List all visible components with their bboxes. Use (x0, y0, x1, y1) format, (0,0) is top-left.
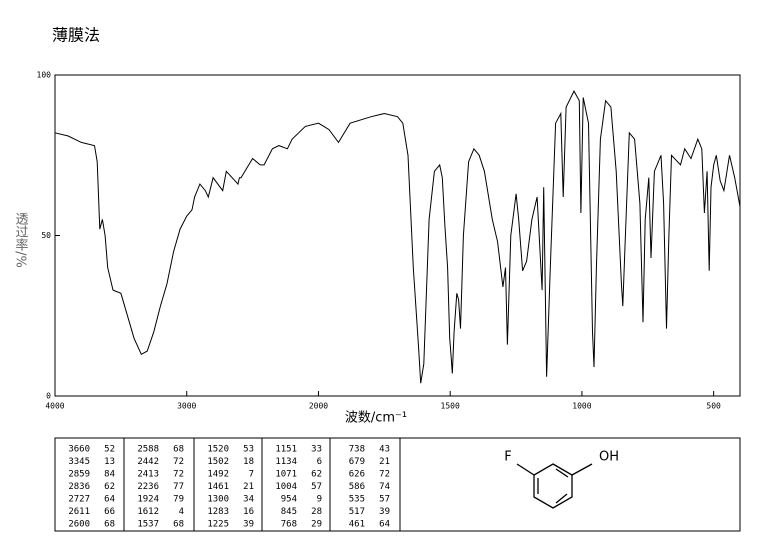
peak-transmittance: 39 (243, 520, 254, 530)
peak-wavenumber: 2727 (68, 495, 90, 505)
peak-wavenumber: 1134 (275, 457, 297, 467)
peak-transmittance: 16 (243, 507, 254, 517)
peak-transmittance: 66 (104, 507, 115, 517)
peak-transmittance: 64 (104, 495, 115, 505)
peak-wavenumber: 2836 (68, 482, 90, 492)
peak-wavenumber: 2413 (137, 470, 159, 480)
spectrum-line (54, 90, 741, 384)
peak-transmittance: 62 (311, 470, 322, 480)
peak-wavenumber: 2859 (68, 470, 90, 480)
peak-wavenumber: 1283 (207, 507, 229, 517)
peak-wavenumber: 517 (349, 507, 365, 517)
peak-wavenumber: 1612 (137, 507, 159, 517)
peak-transmittance: 6 (317, 457, 322, 467)
peak-wavenumber: 461 (349, 520, 365, 530)
peak-wavenumber: 1300 (207, 495, 229, 505)
peak-transmittance: 28 (311, 507, 322, 517)
peak-transmittance: 84 (104, 470, 115, 480)
peak-transmittance: 57 (379, 495, 390, 505)
peak-wavenumber: 1004 (275, 482, 297, 492)
peak-transmittance: 57 (311, 482, 322, 492)
benzene-ring (533, 463, 573, 509)
x-tick-label: 4000 (45, 402, 64, 411)
peak-wavenumber: 3660 (68, 445, 90, 455)
peak-transmittance: 64 (379, 520, 390, 530)
peak-transmittance: 72 (379, 470, 390, 480)
peak-wavenumber: 845 (281, 507, 297, 517)
x-axis-label: 波数/cm⁻¹ (345, 411, 407, 426)
peak-transmittance: 34 (243, 495, 254, 505)
bond (516, 463, 535, 476)
peak-wavenumber: 1071 (275, 470, 297, 480)
y-tick-label: 100 (37, 71, 52, 80)
chart-title: 薄膜法 (52, 26, 100, 45)
peak-wavenumber: 2588 (137, 445, 159, 455)
peak-wavenumber: 2611 (68, 507, 90, 517)
peak-transmittance: 9 (317, 495, 322, 505)
peak-transmittance: 18 (243, 457, 254, 467)
peak-wavenumber: 586 (349, 482, 365, 492)
peak-wavenumber: 738 (349, 445, 365, 455)
peak-transmittance: 62 (104, 482, 115, 492)
x-tick-label: 1500 (441, 402, 460, 411)
peak-transmittance: 39 (379, 507, 390, 517)
peak-transmittance: 68 (104, 520, 115, 530)
y-tick-label: 0 (46, 392, 51, 401)
peak-transmittance: 21 (243, 482, 254, 492)
peak-transmittance: 43 (379, 445, 390, 455)
peak-wavenumber: 1924 (137, 495, 159, 505)
peak-transmittance: 29 (311, 520, 322, 530)
peak-wavenumber: 1502 (207, 457, 229, 467)
peak-wavenumber: 2442 (137, 457, 159, 467)
peak-transmittance: 72 (173, 470, 184, 480)
peak-transmittance: 68 (173, 445, 184, 455)
x-tick-label: 3000 (177, 402, 196, 411)
x-tick-label: 500 (706, 402, 721, 411)
peak-transmittance: 33 (311, 445, 322, 455)
peak-transmittance: 13 (104, 457, 115, 467)
peak-transmittance: 21 (379, 457, 390, 467)
x-tick-label: 2000 (309, 402, 328, 411)
peak-wavenumber: 535 (349, 495, 365, 505)
peak-wavenumber: 1520 (207, 445, 229, 455)
peak-transmittance: 4 (179, 507, 184, 517)
peak-transmittance: 77 (173, 482, 184, 492)
peak-wavenumber: 768 (281, 520, 297, 530)
molecule (516, 463, 593, 509)
peak-wavenumber: 1537 (137, 520, 159, 530)
peak-transmittance: 74 (379, 482, 390, 492)
peak-wavenumber: 954 (281, 495, 297, 505)
table-frame (54, 437, 741, 532)
peak-transmittance: 7 (249, 470, 254, 480)
peak-wavenumber: 626 (349, 470, 365, 480)
peak-transmittance: 79 (173, 495, 184, 505)
peak-wavenumber: 3345 (68, 457, 90, 467)
atom-label: OH (599, 450, 619, 465)
peak-wavenumber: 2236 (137, 482, 159, 492)
peak-transmittance: 68 (173, 520, 184, 530)
peak-wavenumber: 1492 (207, 470, 229, 480)
y-axis-label: 透过率/% (13, 212, 29, 268)
bond (571, 463, 593, 476)
double-bond (555, 493, 568, 504)
double-bond (555, 468, 569, 478)
x-tick-label: 1000 (572, 402, 591, 411)
peak-wavenumber: 1151 (275, 445, 297, 455)
peak-transmittance: 53 (243, 445, 254, 455)
plot-frame (54, 74, 741, 397)
peak-wavenumber: 1461 (207, 482, 229, 492)
peak-wavenumber: 679 (349, 457, 365, 467)
peak-wavenumber: 1225 (207, 520, 229, 530)
peak-transmittance: 72 (173, 457, 184, 467)
peak-transmittance: 52 (104, 445, 115, 455)
peak-wavenumber: 2600 (68, 520, 90, 530)
atom-label: F (504, 450, 511, 465)
y-tick-label: 50 (41, 231, 51, 240)
